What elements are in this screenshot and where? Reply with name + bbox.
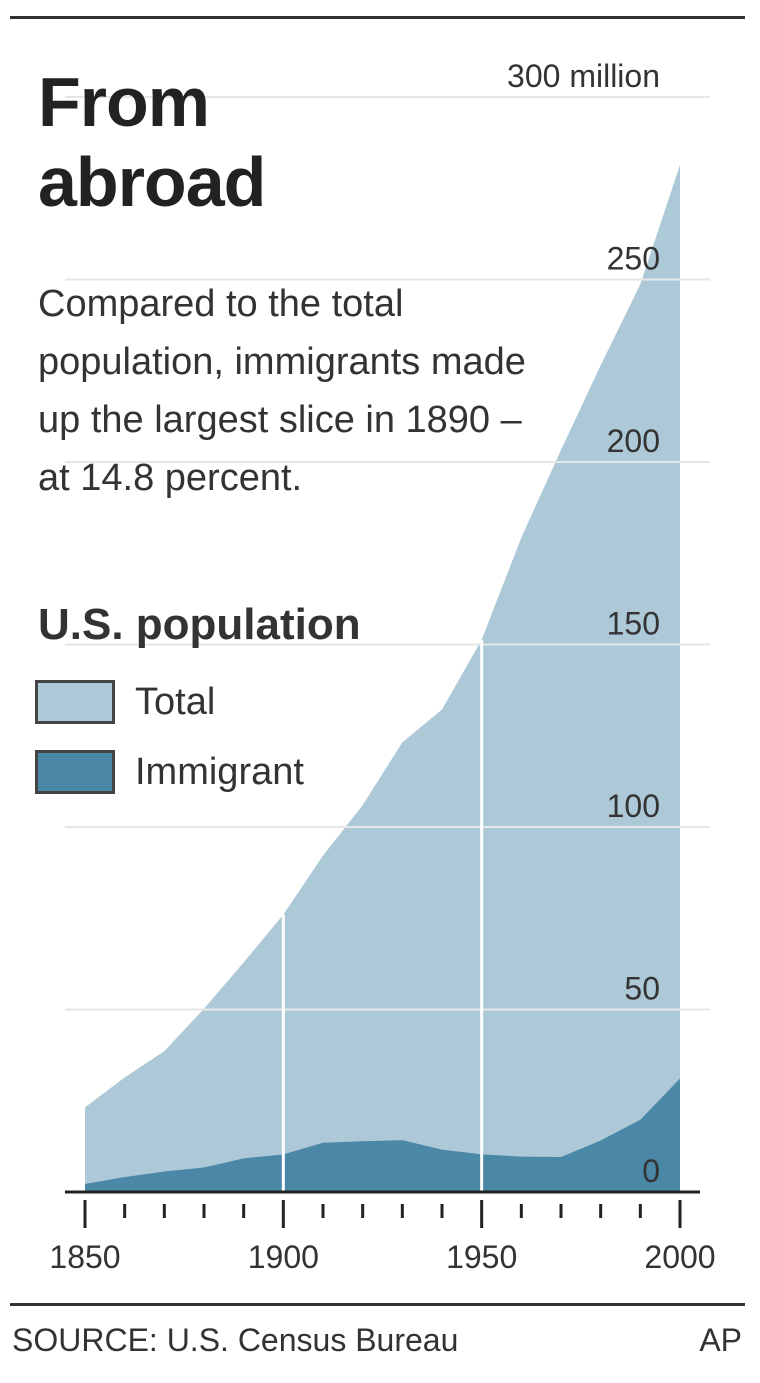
y-tick-label-200: 200 <box>607 423 660 459</box>
chart-subtitle: Compared to the total population, immigr… <box>38 283 526 499</box>
x-tick-label-1950: 1950 <box>446 1239 517 1275</box>
legend-item-immigrant: Immigrant <box>35 750 304 794</box>
y-tick-label-150: 150 <box>607 606 660 642</box>
legend-item-total: Total <box>35 680 215 724</box>
top-rule <box>10 16 745 19</box>
x-tick-label-2000: 2000 <box>644 1239 715 1275</box>
y-tick-label-100: 100 <box>607 788 660 824</box>
legend-label-immigrant: Immigrant <box>135 750 304 793</box>
legend-swatch-immigrant <box>35 750 115 794</box>
source-note: SOURCE: U.S. Census Bureau <box>12 1322 459 1358</box>
area-total <box>85 164 680 1192</box>
x-tick-label-1850: 1850 <box>49 1239 120 1275</box>
y-tick-label-50: 50 <box>624 971 660 1007</box>
legend-label-total: Total <box>135 680 216 723</box>
y-tick-label-0: 0 <box>642 1153 660 1189</box>
x-tick-label-1900: 1900 <box>248 1239 319 1275</box>
chart-title: From abroad <box>38 63 266 221</box>
bottom-rule <box>10 1303 745 1306</box>
credit: AP <box>699 1322 742 1358</box>
y-tick-label-300: 300 million <box>507 58 660 94</box>
legend-swatch-total <box>35 680 115 724</box>
area-immigrant <box>85 1078 680 1192</box>
legend-title: U.S. population <box>38 600 361 649</box>
y-tick-label-250: 250 <box>607 241 660 277</box>
